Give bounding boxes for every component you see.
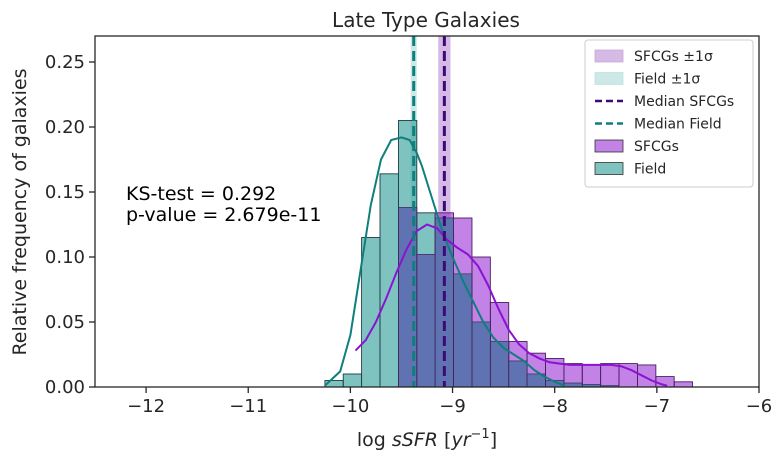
overlap-bar xyxy=(563,383,583,387)
sfcg-bar xyxy=(581,364,602,387)
sfcg-bar xyxy=(600,363,620,387)
legend-label: Median SFCGs xyxy=(634,94,734,110)
overlap-bar xyxy=(471,322,491,387)
sfcg-kde-line xyxy=(354,223,668,387)
plot-frame xyxy=(94,35,760,388)
overlap-histogram xyxy=(324,120,693,387)
overlap-bar xyxy=(527,374,546,387)
overlap-bar xyxy=(582,384,601,387)
p-value-annotation: p-value = 2.679e-11 xyxy=(126,204,321,226)
field-bar xyxy=(342,373,363,387)
y-tick-label: 0.20 xyxy=(45,117,85,138)
y-axis: 0.00 0.05 0.10 0.15 0.20 0.25 xyxy=(45,52,95,398)
field-bar xyxy=(379,173,399,387)
x-axis-label: log sSFR [yr−1] xyxy=(357,427,497,451)
ks-test-annotation: KS-test = 0.292 xyxy=(126,183,276,205)
y-tick-label: 0.05 xyxy=(45,312,85,333)
overlap-bar xyxy=(416,254,436,387)
overlap-bar xyxy=(545,380,564,387)
overlap-bar xyxy=(398,207,417,387)
overlap-bar xyxy=(490,341,509,387)
legend-swatch xyxy=(594,49,624,63)
y-tick-label: 0.15 xyxy=(45,182,85,203)
x-tick-label: −11 xyxy=(229,396,267,417)
y-tick-label: 0.25 xyxy=(45,52,85,73)
x-tick-label: −12 xyxy=(127,396,165,417)
x-tick-label: −6 xyxy=(746,396,773,417)
overlap-bar xyxy=(435,218,454,387)
kde-curves xyxy=(324,136,668,387)
legend-swatch xyxy=(594,139,624,153)
legend-frame xyxy=(584,39,754,188)
y-tick-label: 0.10 xyxy=(45,247,85,268)
overlap-bar xyxy=(508,361,528,387)
median-lines xyxy=(412,36,446,387)
field-kde-line xyxy=(324,136,566,387)
y-tick-label: 0.00 xyxy=(45,377,85,398)
x-axis: −12 −11 −10 −9 −8 −7 −6 xyxy=(127,387,772,417)
legend-label: Field ±1σ xyxy=(634,72,700,88)
chart-title: Late Type Galaxies xyxy=(332,8,520,32)
sfcg-bar xyxy=(673,381,693,387)
plot-area xyxy=(324,36,693,387)
sfcg-bar xyxy=(637,364,657,387)
field-bar xyxy=(361,237,381,387)
legend-label: SFCGs ±1σ xyxy=(634,49,713,65)
legend-label: SFCGs xyxy=(634,139,679,155)
legend: SFCGs ±1σ Field ±1σ Median SFCGs Median Fie… xyxy=(584,39,754,188)
legend-label: Field xyxy=(634,162,666,178)
overlap-bar xyxy=(453,273,472,387)
x-tick-label: −10 xyxy=(331,396,369,417)
legend-label: Median Field xyxy=(634,117,722,133)
x-tick-label: −8 xyxy=(541,396,568,417)
legend-swatch xyxy=(594,162,624,175)
legend-swatch xyxy=(594,72,624,85)
y-axis-label: Relative frequency of galaxies xyxy=(9,68,31,355)
x-tick-label: −7 xyxy=(644,396,671,417)
x-tick-label: −9 xyxy=(439,396,466,417)
